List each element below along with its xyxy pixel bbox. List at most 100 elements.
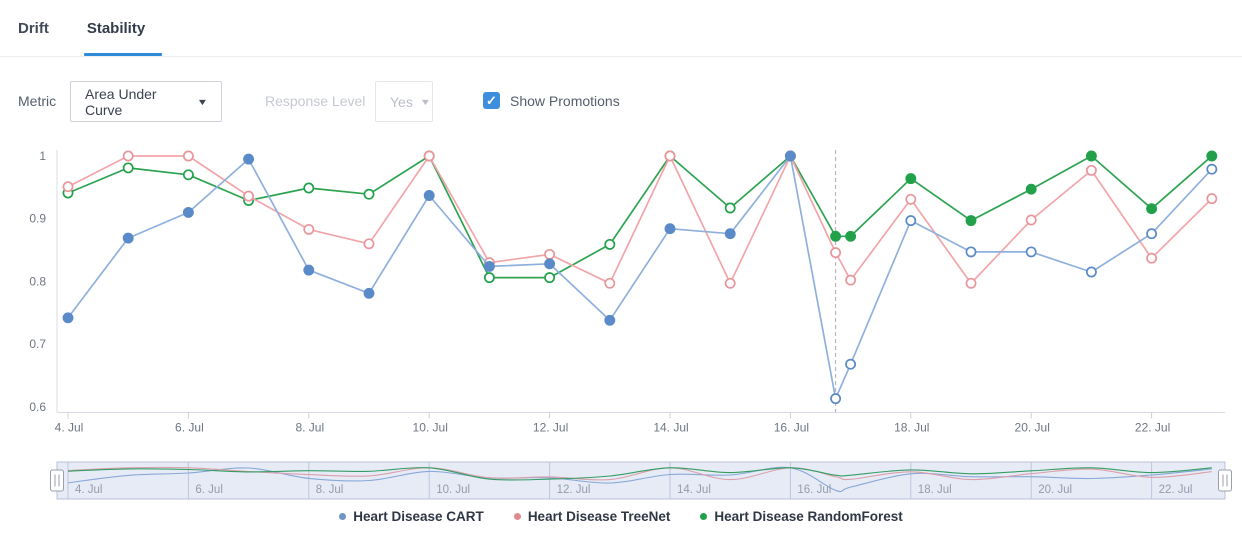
svg-text:14. Jul: 14. Jul (677, 484, 711, 496)
tab-stability[interactable]: Stability (86, 20, 146, 37)
stability-line-chart[interactable]: 1 0.9 0.8 0.7 0.6 4. Jul 6. Jul 8. Jul 10. Jul 12… (0, 130, 1242, 510)
svg-text:6. Jul: 6. Jul (195, 484, 223, 496)
data-point-heart-disease-cart[interactable] (483, 260, 495, 272)
data-point-heart-disease-cart[interactable] (604, 314, 616, 326)
chart-legend: Heart Disease CART Heart Disease TreeNet H… (0, 509, 1242, 524)
metric-label: Metric (18, 93, 57, 109)
data-point-heart-disease-cart[interactable] (1146, 228, 1158, 240)
data-point-heart-disease-treenet[interactable] (604, 277, 616, 289)
data-point-heart-disease-treenet[interactable] (363, 238, 375, 250)
show-promotions-checkbox[interactable]: ✓ (483, 92, 500, 109)
navigator-series (67, 467, 1212, 481)
tab-bar: Drift Stability (18, 20, 145, 51)
data-point-heart-disease-cart[interactable] (830, 393, 842, 405)
data-point-heart-disease-treenet[interactable] (845, 274, 857, 286)
data-point-heart-disease-randomforest[interactable] (1206, 150, 1218, 162)
svg-text:20. Jul: 20. Jul (1015, 421, 1050, 435)
legend-item-heart-disease-treenet[interactable]: Heart Disease TreeNet (513, 509, 670, 524)
navigator-selected-range[interactable] (56, 461, 1226, 500)
data-point-heart-disease-randomforest[interactable] (845, 230, 857, 242)
navigator-series (67, 466, 1212, 493)
data-point-heart-disease-randomforest[interactable] (122, 162, 134, 174)
chevron-down-icon: ▼ (419, 96, 432, 107)
data-point-heart-disease-treenet[interactable] (905, 193, 917, 205)
svg-text:1: 1 (39, 149, 46, 163)
data-point-heart-disease-cart[interactable] (664, 223, 676, 235)
response-level-label: Response Level (265, 93, 366, 109)
legend-item-heart-disease-randomforest[interactable]: Heart Disease RandomForest (700, 509, 903, 524)
svg-text:6. Jul: 6. Jul (175, 421, 204, 435)
data-point-heart-disease-randomforest[interactable] (905, 173, 917, 185)
data-point-heart-disease-cart[interactable] (1025, 246, 1037, 258)
data-point-heart-disease-randomforest[interactable] (830, 230, 842, 242)
response-level-select: Yes ▼ (375, 81, 433, 122)
svg-text:10. Jul: 10. Jul (413, 421, 448, 435)
data-point-heart-disease-cart[interactable] (303, 264, 315, 276)
tabbar-divider (0, 56, 1242, 57)
data-point-heart-disease-treenet[interactable] (423, 150, 435, 162)
data-point-heart-disease-treenet[interactable] (182, 150, 194, 162)
data-point-heart-disease-treenet[interactable] (62, 181, 74, 193)
data-point-heart-disease-cart[interactable] (544, 258, 556, 270)
data-point-heart-disease-randomforest[interactable] (1025, 183, 1037, 195)
tab-drift[interactable]: Drift (18, 20, 49, 37)
data-point-heart-disease-cart[interactable] (1085, 266, 1097, 278)
svg-text:0.7: 0.7 (29, 337, 46, 351)
data-point-heart-disease-cart[interactable] (905, 215, 917, 227)
data-point-heart-disease-cart[interactable] (784, 150, 796, 162)
data-point-heart-disease-treenet[interactable] (1025, 214, 1037, 226)
navigator-handle-right[interactable] (1218, 469, 1232, 492)
legend-item-heart-disease-cart[interactable]: Heart Disease CART (339, 509, 484, 524)
data-point-heart-disease-treenet[interactable] (303, 223, 315, 235)
metric-select[interactable]: Area Under Curve ▼ (70, 81, 222, 122)
data-point-heart-disease-cart[interactable] (1206, 163, 1218, 175)
data-point-heart-disease-randomforest[interactable] (303, 182, 315, 194)
svg-text:12. Jul: 12. Jul (557, 484, 591, 496)
legend-label: Heart Disease RandomForest (714, 509, 903, 524)
data-point-heart-disease-cart[interactable] (243, 153, 255, 165)
data-point-heart-disease-cart[interactable] (182, 206, 194, 218)
data-point-heart-disease-cart[interactable] (122, 232, 134, 244)
svg-text:4. Jul: 4. Jul (75, 484, 103, 496)
data-point-heart-disease-treenet[interactable] (664, 150, 676, 162)
data-point-heart-disease-cart[interactable] (845, 358, 857, 370)
data-point-heart-disease-randomforest[interactable] (1085, 150, 1097, 162)
data-point-heart-disease-cart[interactable] (363, 287, 375, 299)
data-point-heart-disease-treenet[interactable] (544, 248, 556, 260)
data-point-heart-disease-cart[interactable] (62, 312, 74, 324)
data-point-heart-disease-randomforest[interactable] (363, 188, 375, 200)
data-point-heart-disease-randomforest[interactable] (604, 238, 616, 250)
data-point-heart-disease-randomforest[interactable] (1146, 203, 1158, 215)
svg-text:16. Jul: 16. Jul (797, 484, 831, 496)
data-point-heart-disease-randomforest[interactable] (965, 215, 977, 227)
metric-select-value: Area Under Curve (85, 85, 157, 118)
data-point-heart-disease-cart[interactable] (423, 190, 435, 201)
data-point-heart-disease-treenet[interactable] (965, 277, 977, 289)
data-point-heart-disease-randomforest[interactable] (544, 272, 556, 284)
data-point-heart-disease-treenet[interactable] (724, 277, 736, 289)
svg-text:8. Jul: 8. Jul (295, 421, 324, 435)
svg-text:16. Jul: 16. Jul (774, 421, 809, 435)
series-heart-disease-cart (62, 150, 1218, 405)
data-point-heart-disease-randomforest[interactable] (182, 169, 194, 181)
navigator-handle-left[interactable] (50, 469, 64, 492)
data-point-heart-disease-cart[interactable] (724, 228, 736, 240)
svg-text:12. Jul: 12. Jul (533, 421, 568, 435)
data-point-heart-disease-randomforest[interactable] (724, 202, 736, 214)
data-point-heart-disease-cart[interactable] (965, 246, 977, 258)
show-promotions-label: Show Promotions (510, 93, 620, 109)
data-point-heart-disease-treenet[interactable] (1206, 193, 1218, 205)
legend-dot-icon (513, 513, 521, 520)
data-point-heart-disease-treenet[interactable] (122, 150, 134, 162)
svg-text:18. Jul: 18. Jul (918, 484, 952, 496)
data-point-heart-disease-treenet[interactable] (243, 190, 255, 202)
active-tab-indicator (84, 53, 162, 56)
series-heart-disease-treenet (62, 150, 1218, 289)
data-point-heart-disease-treenet[interactable] (830, 247, 842, 259)
data-point-heart-disease-treenet[interactable] (1146, 252, 1158, 264)
chevron-down-icon: ▼ (196, 96, 209, 107)
data-point-heart-disease-treenet[interactable] (1085, 164, 1097, 176)
data-point-heart-disease-randomforest[interactable] (483, 272, 495, 284)
chart-controls: Metric Area Under Curve ▼ Response Level… (0, 81, 1242, 123)
